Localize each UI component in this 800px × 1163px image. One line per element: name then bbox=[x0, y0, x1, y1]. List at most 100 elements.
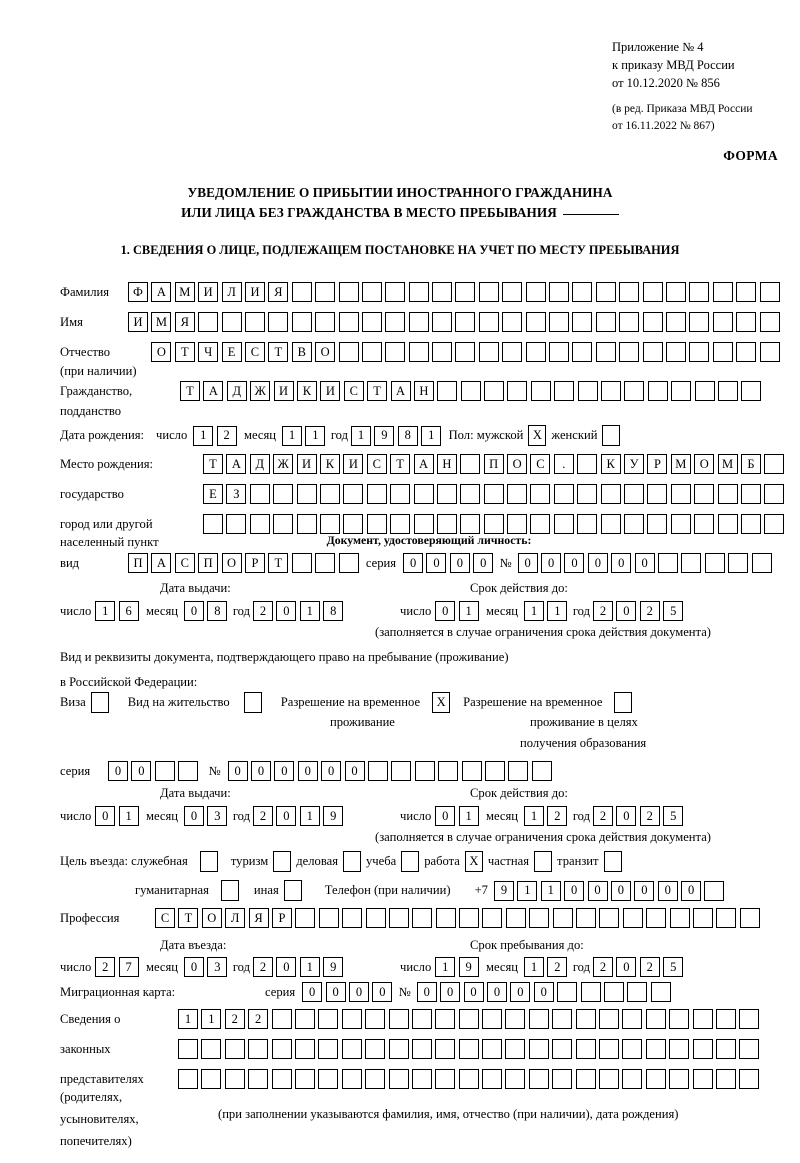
char-cell[interactable]: 0 bbox=[227, 761, 248, 781]
char-cell[interactable] bbox=[388, 1009, 409, 1029]
char-cell[interactable] bbox=[507, 484, 528, 504]
char-cell[interactable] bbox=[689, 342, 710, 362]
char-cell[interactable]: Т bbox=[367, 381, 388, 401]
char-cell[interactable] bbox=[482, 1069, 503, 1089]
char-cell[interactable] bbox=[624, 484, 645, 504]
purpose-work-checkbox[interactable]: X bbox=[464, 851, 483, 872]
char-cell[interactable] bbox=[740, 514, 761, 534]
char-cell[interactable] bbox=[552, 908, 573, 928]
char-cell[interactable] bbox=[577, 454, 598, 474]
char-cell[interactable] bbox=[318, 908, 339, 928]
char-cell[interactable]: 1 bbox=[299, 601, 320, 621]
char-cell[interactable] bbox=[294, 1069, 315, 1089]
char-cell[interactable] bbox=[739, 908, 760, 928]
char-cell[interactable]: Ж bbox=[250, 381, 271, 401]
char-cell[interactable] bbox=[599, 1069, 620, 1089]
char-cell[interactable] bbox=[622, 908, 643, 928]
char-cell[interactable] bbox=[273, 514, 294, 534]
char-cell[interactable] bbox=[739, 1069, 760, 1089]
char-cell[interactable] bbox=[669, 1039, 690, 1059]
char-cell[interactable]: З bbox=[226, 484, 247, 504]
char-cell[interactable] bbox=[572, 312, 593, 332]
char-cell[interactable]: И bbox=[273, 381, 294, 401]
char-cell[interactable] bbox=[728, 553, 749, 573]
char-cell[interactable]: Р bbox=[244, 553, 265, 573]
char-cell[interactable] bbox=[717, 381, 738, 401]
char-cell[interactable]: С bbox=[155, 908, 175, 928]
char-cell[interactable] bbox=[435, 1009, 456, 1029]
char-cell[interactable]: 0 bbox=[95, 806, 116, 826]
char-cell[interactable]: 0 bbox=[517, 553, 538, 573]
char-cell[interactable]: 8 bbox=[323, 601, 344, 621]
char-cell[interactable] bbox=[502, 312, 523, 332]
char-cell[interactable] bbox=[692, 1009, 713, 1029]
char-cell[interactable] bbox=[455, 282, 476, 302]
char-cell[interactable] bbox=[484, 381, 505, 401]
char-cell[interactable] bbox=[736, 282, 757, 302]
char-cell[interactable] bbox=[273, 484, 294, 504]
char-cell[interactable]: М bbox=[174, 282, 195, 302]
visa-checkbox[interactable] bbox=[90, 692, 109, 713]
char-cell[interactable]: О bbox=[201, 908, 222, 928]
char-cell[interactable]: Б bbox=[740, 454, 761, 474]
char-cell[interactable] bbox=[435, 1069, 456, 1089]
char-cell[interactable]: П bbox=[483, 454, 504, 474]
char-cell[interactable] bbox=[694, 381, 715, 401]
char-cell[interactable] bbox=[482, 1039, 503, 1059]
char-cell[interactable] bbox=[647, 484, 668, 504]
char-cell[interactable] bbox=[507, 381, 528, 401]
char-cell[interactable] bbox=[530, 514, 551, 534]
char-cell[interactable]: М bbox=[717, 454, 738, 474]
char-cell[interactable]: 0 bbox=[372, 982, 393, 1002]
char-cell[interactable] bbox=[385, 282, 406, 302]
char-cell[interactable] bbox=[505, 1069, 526, 1089]
char-cell[interactable] bbox=[315, 312, 336, 332]
char-cell[interactable] bbox=[759, 312, 780, 332]
char-cell[interactable] bbox=[367, 761, 388, 781]
char-cell[interactable]: 0 bbox=[473, 553, 494, 573]
char-cell[interactable]: О bbox=[315, 342, 336, 362]
purpose-business-checkbox[interactable] bbox=[343, 851, 361, 872]
char-cell[interactable] bbox=[553, 484, 574, 504]
char-cell[interactable] bbox=[271, 1069, 292, 1089]
char-cell[interactable] bbox=[715, 1069, 736, 1089]
birth-place-cells-3[interactable] bbox=[203, 514, 788, 534]
char-cell[interactable] bbox=[694, 484, 715, 504]
char-cell[interactable] bbox=[315, 553, 336, 573]
char-cell[interactable] bbox=[739, 1039, 760, 1059]
char-cell[interactable] bbox=[740, 484, 761, 504]
char-cell[interactable]: 1 bbox=[118, 806, 139, 826]
char-cell[interactable] bbox=[670, 514, 691, 534]
char-cell[interactable]: 0 bbox=[302, 982, 323, 1002]
char-cell[interactable] bbox=[319, 484, 340, 504]
char-cell[interactable] bbox=[460, 514, 481, 534]
char-cell[interactable]: 1 bbox=[305, 425, 326, 446]
char-cell[interactable]: Т bbox=[180, 381, 200, 401]
char-cell[interactable] bbox=[248, 1039, 269, 1059]
char-cell[interactable] bbox=[482, 908, 503, 928]
char-cell[interactable] bbox=[411, 1039, 432, 1059]
char-cell[interactable]: 0 bbox=[435, 601, 456, 621]
char-cell[interactable]: 9 bbox=[323, 806, 344, 826]
char-cell[interactable]: 0 bbox=[426, 553, 447, 573]
char-cell[interactable]: 1 bbox=[421, 425, 442, 446]
char-cell[interactable] bbox=[296, 484, 317, 504]
char-cell[interactable]: 0 bbox=[184, 957, 205, 977]
char-cell[interactable]: Я bbox=[248, 908, 269, 928]
char-cell[interactable]: 2 bbox=[253, 601, 274, 621]
char-cell[interactable]: И bbox=[343, 454, 364, 474]
char-cell[interactable] bbox=[528, 1039, 549, 1059]
char-cell[interactable]: 2 bbox=[216, 425, 237, 446]
char-cell[interactable]: А bbox=[203, 381, 224, 401]
char-cell[interactable] bbox=[645, 1069, 666, 1089]
char-cell[interactable] bbox=[665, 312, 686, 332]
char-cell[interactable]: 1 bbox=[435, 957, 456, 977]
char-cell[interactable] bbox=[432, 282, 453, 302]
char-cell[interactable] bbox=[338, 342, 359, 362]
char-cell[interactable] bbox=[576, 908, 597, 928]
